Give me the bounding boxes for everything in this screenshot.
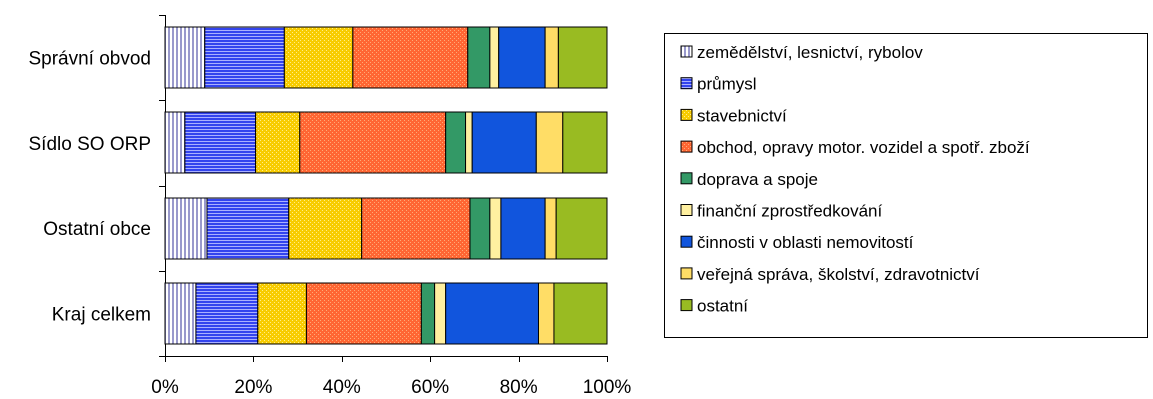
x-tick-label: 20% (234, 377, 272, 398)
x-tick-label: 100% (583, 377, 632, 398)
bar-segment (299, 111, 447, 174)
bar-segment (255, 111, 301, 174)
bar-segment (283, 26, 354, 89)
bar-segment (498, 26, 546, 89)
legend-swatch (680, 140, 693, 153)
bar-segment (535, 111, 564, 174)
x-tick-label: 80% (500, 377, 538, 398)
legend-box (664, 33, 1148, 338)
bar-segment (445, 111, 467, 174)
bar-segment (352, 26, 469, 89)
legend-swatch (680, 172, 693, 185)
bar-segment (471, 111, 537, 174)
legend-label: doprava a spoje (697, 170, 818, 189)
bar-segment (434, 282, 447, 345)
bar-segment (562, 111, 608, 174)
legend-swatch (680, 235, 693, 248)
bar-segment (544, 26, 559, 89)
bar-segment (184, 111, 257, 174)
legend-label: průmysl (697, 75, 757, 94)
bar-segment (465, 111, 473, 174)
x-tick-label: 0% (151, 377, 179, 398)
x-tick-label: 40% (323, 377, 361, 398)
legend-swatch (680, 45, 693, 58)
bar-segment (164, 111, 186, 174)
legend-label: zemědělství, lesnictví, rybolov (697, 43, 923, 62)
legend-swatch (680, 267, 693, 280)
bar-segment (164, 26, 206, 89)
legend: zemědělství, lesnictví, rybolov průmysl st… (664, 33, 1148, 338)
bar-segment (361, 197, 471, 260)
bar-segment (537, 282, 555, 345)
bar-segment (204, 26, 285, 89)
bar-segment (420, 282, 436, 345)
legend-swatch (680, 108, 693, 121)
bar-segment (500, 197, 546, 260)
bar-segment (288, 197, 363, 260)
category-label: Sídlo SO ORP (29, 134, 152, 155)
legend-label: stavebnictví (697, 106, 787, 125)
bar-segment (305, 282, 422, 345)
bar-segment (257, 282, 307, 345)
legend-label: finanční zprostředkování (697, 202, 882, 221)
bar-segment (469, 197, 491, 260)
category-label: Kraj celkem (52, 304, 151, 325)
bar-segment (489, 26, 500, 89)
bar-segment (206, 197, 290, 260)
category-label: Správní obvod (28, 49, 151, 70)
bar-segment (164, 282, 197, 345)
legend-swatch (680, 77, 693, 90)
bar-segment (553, 282, 608, 345)
bar-segment (489, 197, 502, 260)
bar-segment (555, 197, 608, 260)
bar-segment (544, 197, 557, 260)
legend-label: ostatní (697, 297, 748, 316)
plot-area: 0% 20% 40% 60% 80% 100% Správní obvod Sídlo SO … (28, 15, 631, 398)
category-label: Ostatní obce (43, 219, 151, 240)
bar-segment (195, 282, 259, 345)
legend-swatch (680, 299, 693, 312)
bar-segment (445, 282, 539, 345)
legend-label: obchod, opravy motor. vozidel a spotř. z… (697, 138, 1030, 157)
bar-segment (557, 26, 608, 89)
bar-segment (164, 197, 208, 260)
x-tick-label: 60% (411, 377, 449, 398)
legend-swatch (680, 204, 693, 216)
legend-label: činnosti v oblasti nemovitostí (697, 233, 914, 252)
bar-segment (467, 26, 491, 89)
legend-label: veřejná správa, školství, zdravotnictví (697, 265, 980, 284)
